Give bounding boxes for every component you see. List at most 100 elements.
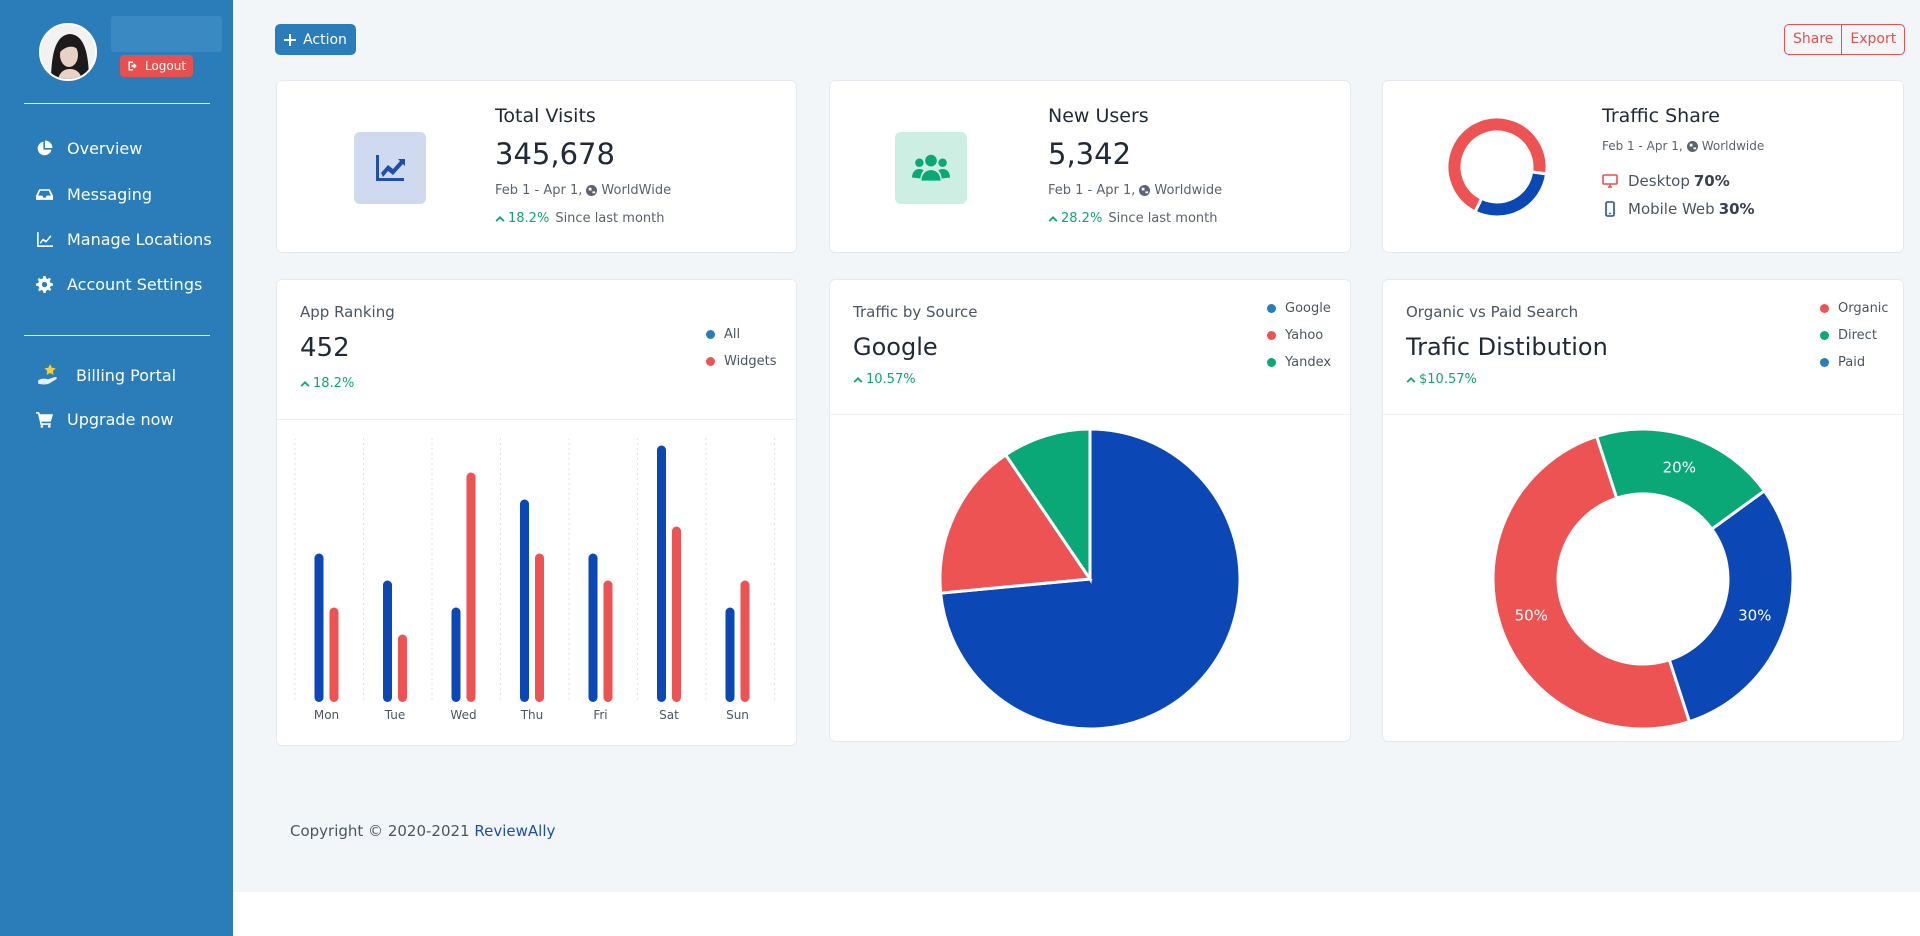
sidebar-item-label: Upgrade now [67,410,174,429]
sidebar-item-messaging[interactable]: Messaging [36,185,152,204]
globe-icon [586,185,598,196]
legend-item: Paid [1820,349,1889,376]
mobile-icon [1605,201,1615,217]
legend-label: Paid [1838,355,1866,370]
card-separator [1383,414,1903,415]
slice-mobile-web [1473,170,1548,218]
bar-all-mon [314,553,324,702]
share-value: 70% [1693,172,1730,190]
users-icon-tile [895,132,967,204]
brand-link[interactable]: ReviewAlly [474,822,556,840]
sidebar-item-manage-locations[interactable]: Manage Locations [36,230,212,249]
card-subtitle: Traffic by Source [853,303,978,321]
card-subtitle: App Ranking [300,303,395,321]
trend-value: $10.57% [1419,372,1477,387]
sidebar-item-label: Messaging [67,185,153,204]
visits-icon-tile [354,132,426,204]
slice-yandex [1003,427,1092,584]
sidebar-item-upgrade-now[interactable]: Upgrade now [36,410,174,429]
trend: 28.2% Since last month [1048,211,1217,226]
legend-label: Widgets [724,354,777,369]
export-button[interactable]: Export [1841,25,1904,54]
bar-widgets-sat [672,526,681,702]
card-title: Traffic Share [1602,105,1720,127]
card-value: 452 [300,333,350,363]
bar-widgets-wed [466,472,476,702]
legend-item: Organic [1820,295,1889,322]
trend: $10.57% [1406,372,1477,387]
logout-button[interactable]: Logout [120,55,193,77]
legend-item: Yahoo [1267,322,1331,349]
avatar[interactable] [39,23,97,81]
chart-legend: Google Yahoo Yandex [1267,295,1331,376]
action-button[interactable]: Action [275,24,356,55]
card-value: Trafic Distibution [1406,333,1608,361]
sidebar-item-overview[interactable]: Overview [36,139,142,158]
organic-paid-donut: 30% 50% 20% [1491,427,1795,731]
slice-desktop [1446,116,1548,214]
legend-item: All [706,321,777,348]
bar-widgets-mon [329,607,339,702]
share-button[interactable]: Share [1793,31,1834,47]
trend-value: 18.2% [508,211,550,226]
footer: Copyright © 2020-2021 ReviewAlly [290,822,555,840]
chart-legend: All Widgets [706,321,777,375]
slice-organic [1491,434,1692,731]
users-icon [912,154,950,181]
sidebar-item-label: Account Settings [67,275,203,294]
slice-value-label: 30% [1738,606,1771,624]
legend-item: Yandex [1267,349,1331,376]
inbox-icon [36,189,53,200]
bar-widgets-sun [740,580,750,702]
slice-value-label: 50% [1515,606,1548,624]
legend-label: Direct [1838,328,1877,343]
angle-up-icon [1406,376,1416,383]
action-label: Action [303,31,347,48]
legend-dot [1820,331,1829,340]
sidebar-item-label: Billing Portal [76,365,177,385]
globe-icon [1139,185,1151,196]
chart-legend: Organic Direct Paid [1820,295,1889,376]
app-ranking-card: App Ranking 452 18.2% All Widgets Mon Tue… [276,279,797,746]
bar-all-fri [588,553,598,702]
trend-value: 28.2% [1061,211,1103,226]
x-tick-label: Thu [520,708,544,722]
legend-dot [1820,304,1829,313]
date-range: Feb 1 - Apr 1, [495,183,583,198]
trend: 18.2% Since last month [495,211,664,226]
card-meta: Feb 1 - Apr 1, Worldwide [1048,183,1222,198]
angle-up-icon [300,380,310,387]
trend-value: 10.57% [866,372,916,387]
bar-all-wed [451,607,461,702]
sidebar-item-label: Overview [67,139,143,158]
legend-label: Google [1285,301,1331,316]
logout-label: Logout [144,59,187,73]
legend-item: Google [1267,295,1331,322]
hand-star-icon [38,364,57,385]
pie-chart-icon [37,140,53,156]
card-value: Google [853,333,938,361]
bar-all-tue [383,580,392,702]
cart-icon [36,412,53,428]
bar-all-sun [725,607,735,702]
trend-value: 18.2% [313,376,355,391]
card-title: Total Visits [495,105,596,127]
sidebar-item-billing-portal[interactable]: Billing Portal [36,362,176,388]
new-users-card: New Users 5,342 Feb 1 - Apr 1, Worldwide… [829,80,1351,253]
total-visits-card: Total Visits 345,678 Feb 1 - Apr 1, Worl… [276,80,797,253]
bar-all-thu [520,499,529,702]
traffic-share-donut [1446,116,1548,218]
sidebar-item-account-settings[interactable]: Account Settings [36,275,202,294]
sidebar-divider [24,103,210,104]
slice-direct [1594,427,1767,532]
bar-widgets-fri [603,580,613,702]
date-range: Feb 1 - Apr 1, [1602,139,1683,153]
share-value: 30% [1718,200,1755,218]
legend-dot [1267,331,1276,340]
x-tick-label: Fri [593,708,607,722]
angle-up-icon [495,215,505,222]
card-subtitle: Organic vs Paid Search [1406,303,1579,321]
sidebar: Logout Overview Messaging Manage Locatio… [0,0,233,936]
angle-up-icon [1048,215,1058,222]
legend-dot [706,357,715,366]
